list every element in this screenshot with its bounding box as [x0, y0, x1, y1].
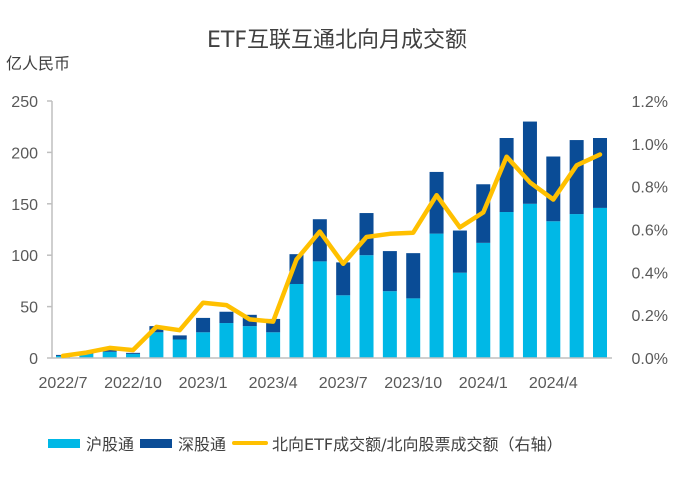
bar-sh [289, 283, 304, 358]
y2-axis-tick-label: 0.6% [632, 223, 668, 240]
legend-item-sz: 深股通 [140, 431, 226, 455]
legend-line-ratio [232, 441, 269, 445]
bar-sh [219, 323, 234, 358]
y-axis-tick-label: 0 [29, 351, 38, 368]
bar-sh [452, 272, 467, 358]
y2-axis-tick-label: 0.2% [632, 308, 668, 325]
legend-swatch-sz [140, 438, 173, 448]
bar-sz [429, 171, 444, 234]
bar-sh [429, 233, 444, 358]
bar-sz [452, 230, 467, 273]
y-axis-tick-label: 100 [11, 248, 38, 265]
bar-sh [382, 291, 397, 358]
legend-item-sh: 沪股通 [48, 431, 134, 455]
bar-sz [522, 121, 537, 204]
x-axis-tick-label: 2022/7 [39, 375, 88, 392]
bar-sh [172, 339, 187, 358]
bar-sh [266, 332, 281, 358]
bar-sh [312, 261, 327, 358]
x-axis-tick-label: 2022/10 [104, 375, 162, 392]
bar-sz [569, 140, 584, 215]
bar-sz [102, 349, 117, 352]
y-axis-tick-label: 150 [11, 197, 38, 214]
bar-sz [196, 317, 211, 333]
y-axis-unit-label: 亿人民币 [6, 54, 71, 73]
bar-sh [336, 295, 351, 358]
bar-sz [312, 219, 327, 262]
x-axis-tick-label: 2023/7 [319, 375, 368, 392]
bar-sh [522, 203, 537, 358]
legend-item-ratio: 北向ETF成交额/北向股票成交额（右轴） [232, 431, 563, 455]
bar-sh [242, 326, 257, 358]
bar-sz [336, 262, 351, 296]
bar-sz [593, 138, 607, 208]
bar-sh [546, 221, 561, 358]
y2-axis-tick-label: 0.4% [632, 265, 668, 282]
y2-axis-tick-label: 0.8% [632, 180, 668, 197]
bar-sh [149, 332, 164, 358]
x-axis-tick-label: 2023/10 [384, 375, 442, 392]
x-axis-tick-label: 2023/4 [249, 375, 298, 392]
ratio-line [60, 152, 603, 359]
bar-sz [359, 213, 374, 256]
bar-sz [382, 251, 397, 292]
bar-sz [172, 335, 187, 340]
bar-sh [499, 212, 514, 358]
bar-sz [289, 254, 304, 284]
bar-sh [406, 298, 421, 358]
bar-sz [546, 156, 561, 222]
legend-swatch-sh [48, 438, 80, 448]
x-axis-tick-label: 2024/1 [459, 375, 508, 392]
bar-sz [219, 311, 234, 324]
legend-label-sz: 深股通 [178, 435, 227, 454]
y-axis-tick-label: 250 [11, 94, 38, 111]
bar-sh [593, 207, 607, 358]
bar-sz [406, 253, 421, 299]
x-axis-tick-label: 2023/1 [179, 375, 228, 392]
bar-sz [126, 352, 141, 354]
y-axis-tick-label: 200 [11, 145, 38, 162]
bar-sh [476, 242, 491, 358]
bar-sh [196, 332, 211, 358]
bar-sh [126, 353, 141, 358]
bar-sh [359, 255, 374, 358]
chart-title: ETF互联互通北向月成交额 [207, 28, 467, 53]
y2-axis-tick-label: 0.0% [632, 351, 668, 368]
bar-sh [569, 214, 584, 358]
y-axis-tick-label: 50 [20, 300, 38, 317]
legend-label-sh: 沪股通 [86, 435, 135, 454]
y2-axis-tick-label: 1.2% [632, 94, 668, 111]
legend-label-ratio: 北向ETF成交额/北向股票成交额（右轴） [272, 435, 563, 454]
y2-axis-tick-label: 1.0% [632, 137, 668, 154]
bar-sh [79, 353, 94, 358]
bar-sh [102, 351, 117, 358]
legend: 沪股通 深股通 北向ETF成交额/北向股票成交额（右轴） [48, 431, 569, 455]
x-axis-tick-label: 2024/4 [529, 375, 578, 392]
bar-sz [499, 138, 514, 213]
